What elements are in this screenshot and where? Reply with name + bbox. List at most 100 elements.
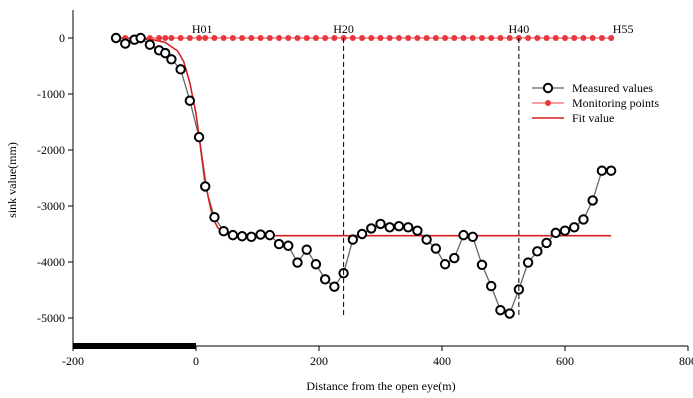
monitoring-point-marker [285,35,292,41]
measured-value-marker [246,231,257,243]
monitoring-point-marker [432,35,439,41]
monitoring-point-marker [156,35,163,41]
monitoring-point-marker [322,35,329,41]
monitoring-point-marker [276,35,283,41]
monitoring-point-marker [562,35,568,41]
measured-value-marker [209,212,220,223]
monitoring-point-marker [248,35,255,41]
monitoring-point-marker [177,35,184,41]
measured-value-marker [193,131,205,143]
monitoring-point-marker [168,35,175,41]
monitoring-point-marker [349,35,356,41]
monitoring-point-marker [257,35,264,41]
measured-value-marker [227,229,239,241]
measured-value-marker [449,252,460,264]
x-tick-label: 400 [433,354,451,368]
point-annotation: H55 [613,22,634,36]
monitoring-point-marker [211,35,218,41]
measured-value-marker [569,222,580,233]
monitoring-point-marker [368,35,375,41]
monitoring-point-marker [229,35,236,41]
measured-value-marker [264,229,275,241]
annotations: H01 H20 H40 H55 [192,22,634,316]
measured-value-marker [200,181,211,192]
measured-value-marker [184,95,196,106]
measured-value-marker [175,64,186,75]
monitoring-point-marker [196,35,203,41]
y-tick-label: -3000 [37,199,65,213]
measured-value-marker [292,257,303,268]
monitoring-point-marker [377,35,384,41]
measured-value-marker [301,244,312,255]
y-tick-label: 0 [59,31,65,45]
x-axis-highlight-bar [73,343,196,349]
monitoring-point-marker [331,35,338,41]
monitoring-point-marker [525,35,532,41]
monitoring-point-marker [162,35,169,41]
measured-value-marker [366,223,377,234]
measured-value-marker [596,165,608,176]
axes: -20002004006008000-1000-2000-3000-4000-5… [37,10,693,368]
y-tick-label: -5000 [37,311,65,325]
monitoring-point-marker [469,35,476,41]
monitoring-point-marker [552,35,559,41]
y-tick-label: -1000 [37,87,65,101]
x-tick-label: 600 [556,354,574,368]
measured-value-marker [578,214,589,225]
measured-value-marker [135,32,146,44]
monitoring-point-marker [580,35,587,41]
measured-value-marker [347,234,359,245]
measured-value-marker [402,222,414,233]
measured-value-marker [430,243,442,254]
measured-value-marker [421,234,432,245]
monitoring-point-marker [589,35,596,41]
monitoring-point-marker [395,35,402,41]
monitoring-point-marker [543,35,550,41]
measured-value-marker [495,304,506,316]
monitoring-point-marker [312,35,319,41]
measured-value-marker [541,237,552,249]
measured-value-marker [218,226,229,237]
x-tick-label: 200 [310,354,328,368]
measured-value-marker [439,259,451,270]
legend-monitoring-marker [545,100,551,106]
x-tick-label: -200 [62,354,84,368]
monitoring-point-marker [186,35,193,41]
measured-value-marker [458,229,469,241]
monitoring-point-marker [571,35,578,41]
measured-value-marker [283,240,294,251]
measured-value-marker [319,274,331,285]
measured-value-marker [255,229,266,240]
measured-value-marker [504,308,515,319]
monitoring-point-marker [359,35,366,41]
measured-value-marker [476,259,488,270]
measured-value-marker [384,222,395,233]
monitoring-point-marker [451,35,458,41]
y-tick-label: -4000 [37,255,65,269]
measured-value-marker [329,281,340,292]
measured-values-line [115,37,612,315]
monitoring-point-marker [506,35,513,41]
measured-value-marker [236,231,248,242]
monitoring-point-marker [386,35,393,41]
measured-value-marker [587,195,598,206]
point-annotation: H40 [509,22,530,36]
measured-value-marker [559,225,571,236]
series-lines [115,37,612,315]
monitoring-point-marker [534,35,541,41]
monitoring-point-marker [266,35,273,41]
x-tick-label: 800 [679,354,693,368]
measured-value-marker [522,257,534,268]
legend-label: Measured values [572,81,653,95]
y-axis-label: sink value(mm) [5,142,19,218]
measured-value-marker [310,259,322,270]
measured-value-marker [532,246,543,257]
legend-measured-marker [542,82,554,94]
measured-value-marker [356,228,368,240]
measured-value-marker [144,39,156,50]
measured-value-marker [273,238,285,250]
measured-value-marker [486,280,497,292]
monitoring-point-marker [202,35,209,41]
measured-value-marker [166,54,177,65]
measured-value-marker [412,225,423,236]
